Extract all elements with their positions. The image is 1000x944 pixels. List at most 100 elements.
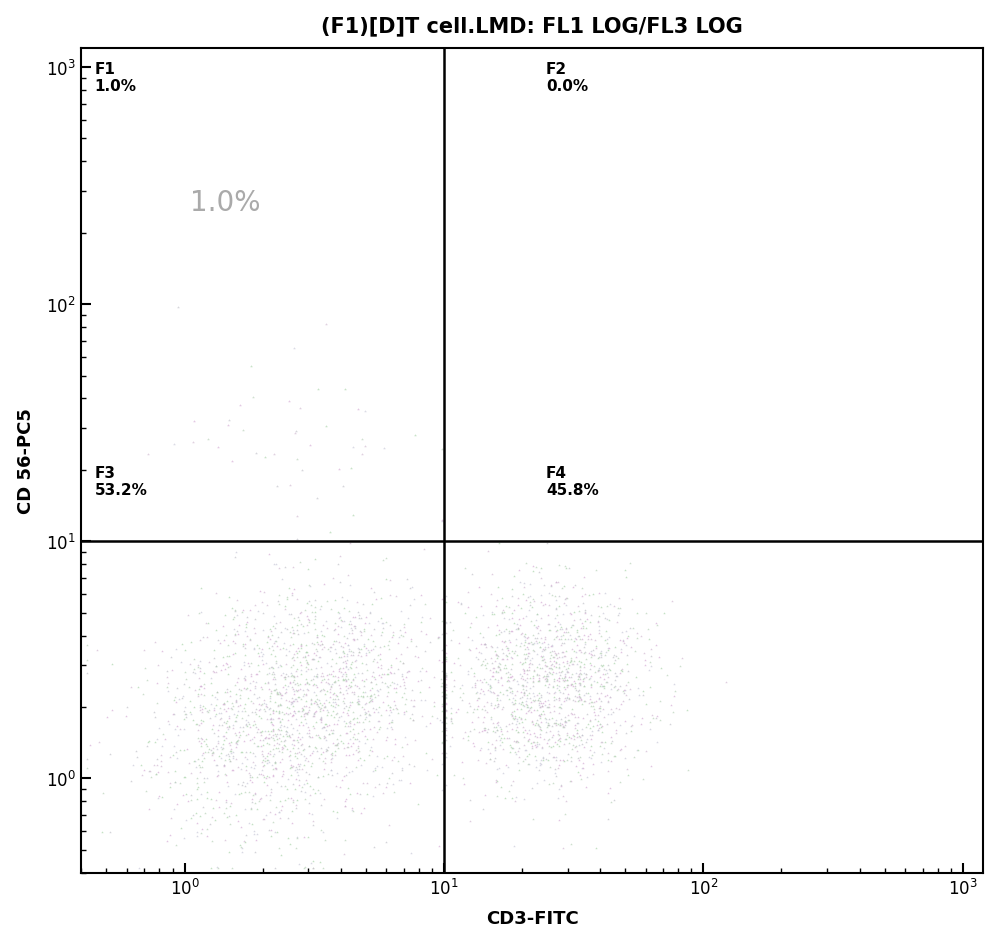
Point (255, 623, 271, 638)
Point (672, 658, 688, 673)
Point (590, 722, 606, 737)
Point (495, 686, 511, 701)
Point (337, 799, 353, 814)
Point (327, 642, 343, 657)
Point (270, 660, 286, 675)
Point (643, 649, 659, 664)
Point (277, 779, 293, 794)
Point (350, 692, 366, 707)
Point (261, 641, 277, 656)
Point (523, 615, 539, 630)
Point (547, 716, 563, 731)
Point (567, 681, 583, 696)
Point (286, 670, 302, 685)
Point (148, 767, 164, 782)
Point (473, 682, 489, 697)
Point (222, 753, 238, 768)
Point (342, 680, 358, 695)
Point (79, 761, 95, 776)
Point (257, 449, 273, 464)
Point (160, 676, 176, 691)
Point (381, 642, 397, 657)
Point (265, 665, 281, 680)
Point (606, 749, 622, 764)
Point (356, 752, 372, 767)
Point (385, 628, 401, 643)
Point (207, 689, 223, 704)
Point (366, 651, 382, 666)
Point (460, 599, 476, 615)
Point (522, 691, 538, 706)
Point (529, 607, 545, 622)
Point (233, 785, 249, 801)
Point (288, 665, 304, 680)
Point (665, 705, 681, 720)
Point (374, 760, 390, 775)
Point (602, 598, 618, 613)
Point (330, 692, 346, 707)
Point (250, 604, 266, 619)
Point (192, 661, 208, 676)
Point (626, 750, 642, 765)
Point (168, 694, 184, 709)
Point (94, 825, 110, 840)
Point (629, 631, 645, 646)
Point (600, 752, 616, 767)
Point (263, 723, 279, 738)
Point (382, 617, 398, 632)
Point (586, 702, 602, 717)
Point (417, 597, 433, 612)
Point (555, 607, 571, 622)
Point (552, 717, 568, 733)
Point (275, 767, 291, 783)
Point (215, 736, 231, 751)
Point (478, 639, 494, 654)
Point (208, 707, 224, 722)
Text: 1.0%: 1.0% (190, 189, 260, 217)
Point (178, 707, 194, 722)
Point (356, 801, 372, 816)
Point (263, 730, 279, 745)
Point (498, 758, 514, 773)
Point (336, 696, 352, 711)
Point (502, 745, 518, 760)
Point (244, 733, 260, 748)
Point (183, 635, 199, 650)
Point (546, 654, 562, 669)
Point (324, 677, 340, 692)
Point (231, 618, 247, 633)
Point (365, 732, 381, 747)
Point (448, 704, 464, 719)
Point (224, 600, 240, 615)
Point (397, 625, 413, 640)
Point (265, 671, 281, 686)
Point (338, 767, 354, 783)
Point (195, 630, 211, 645)
Point (592, 699, 608, 714)
Point (477, 651, 493, 666)
Point (307, 786, 323, 801)
Point (483, 639, 499, 654)
Point (360, 632, 376, 647)
Point (308, 715, 324, 730)
Point (222, 688, 238, 703)
Point (204, 722, 220, 737)
Point (306, 646, 322, 661)
Point (278, 693, 294, 708)
Point (189, 815, 205, 830)
Point (227, 786, 243, 801)
Point (582, 662, 598, 677)
Point (325, 668, 341, 683)
Point (210, 733, 226, 749)
Point (229, 733, 245, 749)
Point (679, 702, 695, 717)
Point (298, 671, 314, 686)
Point (491, 626, 507, 641)
Point (490, 665, 506, 680)
Point (609, 615, 625, 630)
Point (523, 736, 539, 751)
Point (301, 703, 317, 718)
Point (554, 622, 570, 637)
Point (348, 743, 364, 758)
Point (504, 588, 520, 603)
